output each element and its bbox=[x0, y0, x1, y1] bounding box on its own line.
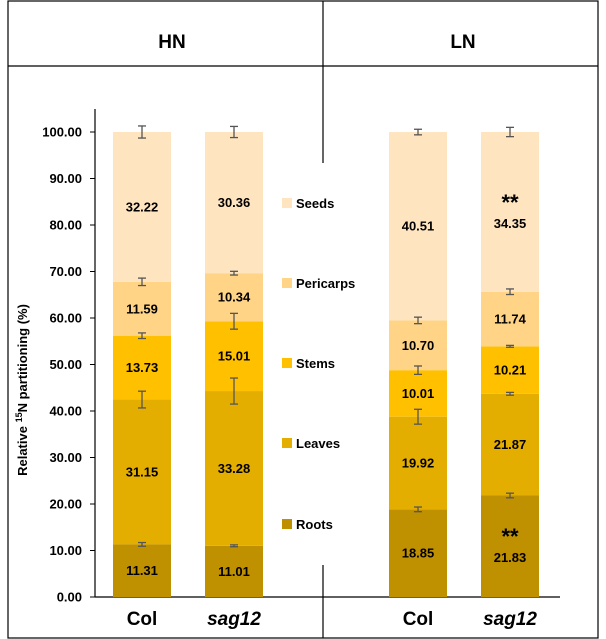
y-tick-label: 10.00 bbox=[49, 543, 82, 558]
bar-segment-roots bbox=[481, 495, 539, 597]
x-category-label: sag12 bbox=[207, 609, 261, 630]
y-axis-label: Relative 15N partitioning (%) bbox=[14, 304, 30, 476]
data-label-leaves: 21.87 bbox=[494, 437, 527, 452]
data-label-seeds: 40.51 bbox=[402, 219, 435, 234]
data-label-leaves: 31.15 bbox=[126, 464, 159, 479]
legend-swatch-stems bbox=[282, 358, 292, 368]
legend-label-leaves: Leaves bbox=[296, 436, 340, 451]
x-category-label: Col bbox=[403, 609, 434, 630]
panel-frame bbox=[7, 0, 599, 639]
bars: 11.31 31.15 13.73 11.59 32.22 11.01 33.28 15.01… bbox=[113, 125, 539, 597]
legend-swatch-pericarps bbox=[282, 278, 292, 288]
data-label-roots: 11.31 bbox=[126, 563, 158, 578]
category-labels: Col sag12 Col sag12 bbox=[127, 609, 538, 630]
data-label-stems: 13.73 bbox=[126, 360, 159, 375]
bar-segment-seeds bbox=[389, 132, 447, 321]
data-label-seeds: 30.36 bbox=[218, 195, 251, 210]
y-tick-label: 0.00 bbox=[57, 590, 82, 605]
bar-segment-seeds bbox=[481, 132, 539, 292]
data-label-roots: 11.01 bbox=[218, 564, 250, 579]
data-label-seeds: 34.35 bbox=[494, 216, 527, 231]
bar-segment-leaves bbox=[205, 391, 263, 546]
y-tick-label: 20.00 bbox=[49, 497, 82, 512]
data-label-pericarps: 10.34 bbox=[218, 290, 251, 305]
legend-swatch-roots bbox=[282, 519, 292, 529]
data-label-seeds: 32.22 bbox=[126, 199, 159, 214]
legend-swatch-leaves bbox=[282, 438, 292, 448]
bar-segment-seeds bbox=[205, 132, 263, 274]
x-category-label: sag12 bbox=[483, 609, 537, 630]
bar-segment-leaves bbox=[389, 416, 447, 510]
bar-segment-pericarps bbox=[113, 281, 171, 336]
data-label-leaves: 19.92 bbox=[402, 456, 435, 471]
data-label-stems: 10.21 bbox=[494, 363, 527, 378]
data-label-pericarps: 10.70 bbox=[402, 338, 435, 353]
panel-title-hn: HN bbox=[158, 32, 185, 53]
bar-segment-roots bbox=[389, 509, 447, 597]
bar-segment-leaves bbox=[113, 399, 171, 545]
axes: 0.00 10.00 20.00 30.00 40.00 50.00 60.00 70.00 8… bbox=[42, 109, 560, 605]
legend-swatch-seeds bbox=[282, 198, 292, 208]
bar-segment-roots bbox=[205, 545, 263, 597]
y-tick-label: 30.00 bbox=[49, 450, 82, 465]
data-label-leaves: 33.28 bbox=[218, 461, 251, 476]
panel-title-ln: LN bbox=[450, 32, 475, 53]
y-tick-label: 80.00 bbox=[49, 218, 82, 233]
data-label-stems: 10.01 bbox=[402, 386, 435, 401]
legend-label-roots: Roots bbox=[296, 517, 333, 532]
data-label-stems: 15.01 bbox=[218, 349, 251, 364]
bar-segment-stems bbox=[481, 346, 539, 394]
bar-segment-seeds bbox=[113, 132, 171, 282]
y-tick-label: 50.00 bbox=[49, 357, 82, 372]
bar-segment-stems bbox=[113, 335, 171, 400]
y-tick-label: 60.00 bbox=[49, 311, 82, 326]
y-tick-label: 90.00 bbox=[49, 171, 82, 186]
x-category-label: Col bbox=[127, 609, 158, 630]
y-tick-label: 100.00 bbox=[42, 125, 82, 140]
data-label-pericarps: 11.74 bbox=[494, 312, 527, 327]
legend-label-stems: Stems bbox=[296, 356, 335, 371]
legend-label-seeds: Seeds bbox=[296, 196, 334, 211]
data-label-pericarps: 11.59 bbox=[126, 301, 158, 316]
legend: Roots Leaves Stems Pericarps Seeds bbox=[282, 196, 355, 532]
data-label-roots: 21.83 bbox=[494, 550, 527, 565]
significance-marker: ** bbox=[501, 190, 519, 215]
y-tick-label: 40.00 bbox=[49, 404, 82, 419]
data-label-roots: 18.85 bbox=[402, 546, 435, 561]
bar-segment-leaves bbox=[481, 393, 539, 496]
bar-segment-roots bbox=[113, 544, 171, 597]
legend-label-pericarps: Pericarps bbox=[296, 276, 355, 291]
bar-segment-pericarps bbox=[481, 291, 539, 347]
bar-segment-pericarps bbox=[389, 320, 447, 371]
y-tick-label: 70.00 bbox=[49, 264, 82, 279]
significance-marker: ** bbox=[501, 524, 519, 549]
